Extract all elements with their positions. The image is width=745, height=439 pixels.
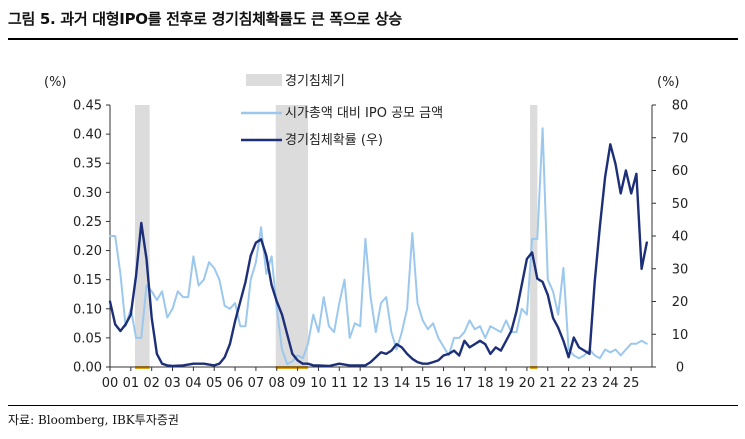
left-tick-label: 0.40 <box>73 128 102 143</box>
x-tick-label: 19 <box>498 376 515 391</box>
title-rule <box>8 38 738 40</box>
legend-label-prob: 경기침체확률 (우) <box>285 133 383 148</box>
recession-band <box>275 105 309 367</box>
right-tick-label: 60 <box>672 164 689 179</box>
x-tick-label: 14 <box>394 376 411 391</box>
x-tick-label: 00 <box>102 376 119 391</box>
x-tick-label: 03 <box>164 376 181 391</box>
x-tick-label: 23 <box>581 376 598 391</box>
left-tick-label: 0.45 <box>73 99 102 114</box>
legend-swatch-recession <box>246 74 282 86</box>
x-tick-label: 13 <box>373 376 390 391</box>
legend-label-ipo: 시가총액 대비 IPO 공모 금액 <box>285 106 443 121</box>
right-tick-label: 80 <box>672 99 689 114</box>
right-axis-unit: (%) <box>657 75 680 90</box>
left-tick-label: 0.15 <box>73 273 102 288</box>
chart: 0.00 0.05 0.10 0.15 0.20 0.25 0.30 0.35 0.40 0.45… <box>44 74 688 392</box>
legend: 경기침체기 시가총액 대비 IPO 공모 금액 경기침체확률 (우) <box>241 74 443 148</box>
recession-band <box>530 105 538 367</box>
left-tick-label: 0.25 <box>73 215 102 230</box>
figure-title: 그림 5. 과거 대형IPO를 전후로 경기침체확률도 큰 폭으로 상승 <box>8 10 402 28</box>
x-tick-label: 07 <box>248 376 265 391</box>
x-tick-label: 25 <box>623 376 640 391</box>
right-tick-label: 10 <box>672 328 689 343</box>
right-tick-label: 0 <box>676 361 684 376</box>
x-tick-label: 05 <box>206 376 223 391</box>
x-tick-label: 22 <box>560 376 577 391</box>
x-tick-label: 11 <box>331 376 348 391</box>
x-tick-label: 16 <box>435 376 452 391</box>
left-tick-label: 0.10 <box>73 302 102 317</box>
x-tick-label: 04 <box>185 376 202 391</box>
bottom-rule <box>8 405 738 406</box>
x-tick-label: 20 <box>519 376 536 391</box>
x-tick-label: 12 <box>352 376 369 391</box>
left-tick-label: 0.20 <box>73 244 102 259</box>
right-tick-label: 70 <box>672 131 689 146</box>
left-tick-label: 0.00 <box>73 361 102 376</box>
x-tick-label: 17 <box>456 376 473 391</box>
source-note: 자료: Bloomberg, IBK투자증권 <box>8 413 179 427</box>
recession-probability-line <box>108 143 648 368</box>
right-tick-label: 40 <box>672 230 689 245</box>
x-tick-label: 15 <box>414 376 431 391</box>
x-tick-label: 09 <box>289 376 306 391</box>
x-tick-label: 24 <box>602 376 619 391</box>
left-axis-unit: (%) <box>44 75 67 90</box>
x-tick-label: 06 <box>227 376 244 391</box>
left-tick-label: 0.35 <box>73 157 102 172</box>
tick-labels: 0.00 0.05 0.10 0.15 0.20 0.25 0.30 0.35 0.40 0.45… <box>73 99 688 392</box>
x-tick-label: 18 <box>477 376 494 391</box>
legend-label-recession: 경기침체기 <box>285 74 345 89</box>
x-tick-label: 21 <box>539 376 556 391</box>
series-lines <box>108 127 648 368</box>
right-tick-label: 30 <box>672 262 689 277</box>
x-tick-label: 08 <box>268 376 285 391</box>
right-tick-label: 50 <box>672 197 689 212</box>
x-tick-label: 10 <box>310 376 327 391</box>
left-tick-label: 0.05 <box>73 331 102 346</box>
left-tick-label: 0.30 <box>73 186 102 201</box>
x-tick-label: 01 <box>123 376 140 391</box>
x-tick-label: 02 <box>143 376 160 391</box>
right-tick-label: 20 <box>672 295 689 310</box>
ipo-ratio-line <box>109 127 648 366</box>
